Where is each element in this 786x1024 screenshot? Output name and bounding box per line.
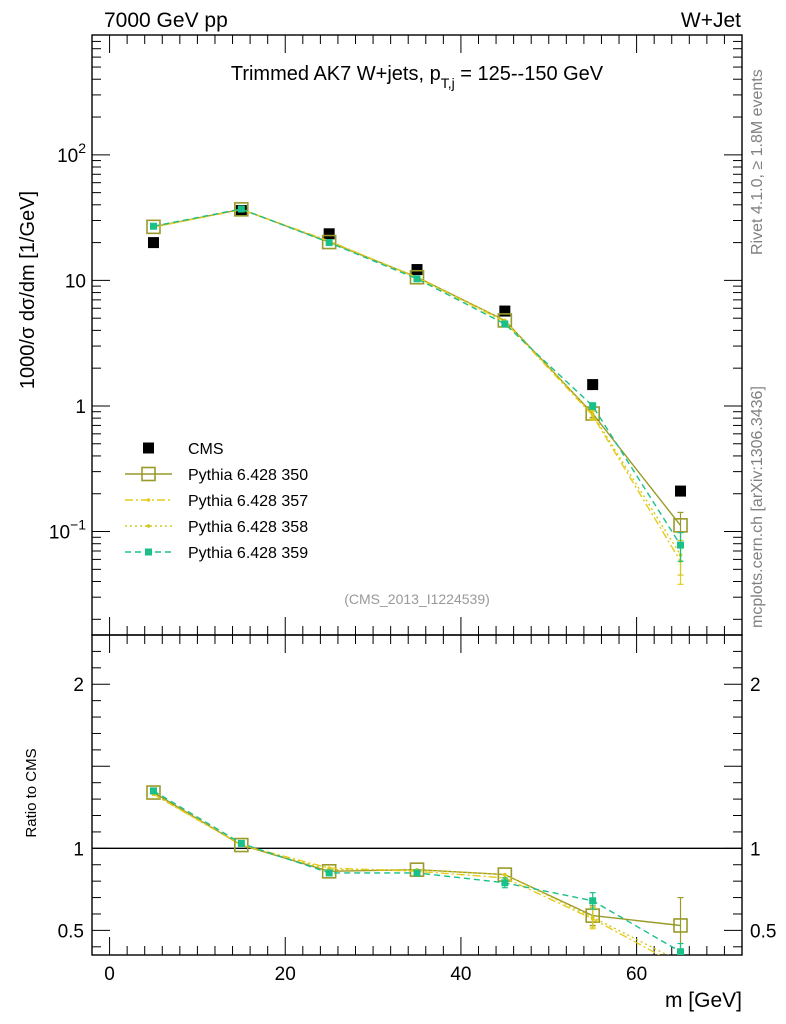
- main-series-4-point: [589, 402, 597, 410]
- main-y-tick-label-exp: −1: [70, 517, 86, 533]
- main-y-tick-label-base: 10: [49, 523, 70, 544]
- ratio-series-3-point: [237, 839, 245, 847]
- analysis-watermark: (CMS_2013_I1224539): [344, 591, 490, 607]
- main-y-axis-label: 1000/σ dσ/dm [1/GeV]: [17, 191, 39, 389]
- ratio-series-2-line: [153, 793, 669, 955]
- ratio-series-0-point: [146, 785, 161, 800]
- main-series-0-point: [587, 379, 599, 391]
- ratio-y-tick-label-right: 0.5: [750, 921, 776, 942]
- title-subscript: T,j: [441, 75, 455, 91]
- main-series-4-point: [413, 275, 421, 283]
- main-series-layer: [146, 202, 688, 585]
- legend-label-3: Pythia 6.428 358: [188, 519, 308, 536]
- x-tick-label: 60: [626, 964, 647, 985]
- header-right-label: W+Jet: [681, 9, 741, 32]
- main-y-tick-label: 1: [75, 397, 86, 418]
- legend-label-1: Pythia 6.428 350: [188, 467, 308, 484]
- ratio-series-2-point: [503, 872, 507, 877]
- ratio-series-3-point: [677, 948, 685, 955]
- rivet-version-label: Rivet 4.1.0, ≥ 1.8M events: [749, 69, 766, 255]
- legend: CMS Pythia 6.428 350 Pythia 6.428 357 Pythi…: [125, 441, 308, 562]
- chart-title: Trimmed AK7 W+jets, pT,j = 125--150 GeV: [231, 63, 604, 91]
- main-series-1-point: [321, 234, 337, 250]
- ratio-series-1-point: [679, 965, 683, 969]
- ratio-series-3-point: [589, 897, 597, 905]
- main-series-4-point: [325, 239, 333, 247]
- ratio-series-0-point: [234, 837, 249, 853]
- legend-marker-4-point: [145, 548, 152, 556]
- ratio-series-2: [151, 792, 684, 964]
- legend-item-3: Pythia 6.428 358: [125, 519, 308, 536]
- main-series-4-point: [677, 541, 685, 549]
- main-series-3-point: [590, 412, 595, 416]
- ratio-series-3-point: [413, 869, 421, 877]
- main-series-1: [146, 202, 688, 543]
- main-series-0-point: [147, 237, 159, 249]
- legend-marker-2-point: [146, 498, 151, 502]
- ratio-series-1-line: [153, 793, 661, 955]
- main-series-0-point: [499, 305, 511, 317]
- legend-label-4: Pythia 6.428 359: [188, 545, 308, 562]
- main-y-tick-label: 10: [65, 271, 86, 292]
- ratio-y-tick-label-left: 2: [73, 675, 84, 696]
- ratio-series-0-point: [673, 918, 688, 933]
- main-series-4-point: [149, 222, 157, 230]
- main-series-1-point: [234, 202, 249, 217]
- x-tick-label: 40: [450, 964, 471, 985]
- legend-label-0: CMS: [188, 441, 224, 458]
- ratio-y-axis-label: Ratio to CMS: [23, 748, 40, 837]
- x-tick-label: 0: [104, 964, 115, 985]
- main-y-tick-label: 102: [57, 140, 86, 167]
- legend-item-2: Pythia 6.428 357: [125, 493, 308, 510]
- legend-item-1: Pythia 6.428 350: [125, 466, 308, 484]
- main-series-0-point: [323, 228, 335, 240]
- ratio-series-3-point: [501, 879, 509, 887]
- header-left-label: 7000 GeV pp: [104, 9, 228, 32]
- main-series-0: [147, 205, 687, 497]
- legend-item-0: CMS: [143, 441, 224, 458]
- legend-marker-1-point: [141, 466, 156, 482]
- main-y-tick-label-exp: 2: [78, 140, 86, 156]
- ratio-series-3-point: [325, 869, 333, 877]
- ratio-y-tick-label-right: 2: [750, 675, 761, 696]
- ratio-series-3-point: [149, 787, 157, 795]
- ratio-plot-frame: [91, 634, 743, 956]
- legend-item-4: Pythia 6.428 359: [125, 545, 308, 562]
- ratio-y-tick-label-left: 0.5: [58, 921, 84, 942]
- ratio-series-3: [149, 787, 685, 955]
- ratio-series-1: [151, 792, 683, 969]
- x-tick-label: 20: [275, 964, 296, 985]
- main-series-0-point: [675, 485, 687, 497]
- ratio-series-2-point: [679, 960, 683, 964]
- main-y-tick-label-base: 10: [57, 146, 78, 167]
- legend-marker-0-point: [143, 442, 154, 454]
- title-prefix: Trimmed AK7 W+jets, p: [231, 63, 441, 85]
- legend-marker-3-point: [146, 524, 151, 528]
- main-y-tick-label: 10−1: [49, 517, 86, 544]
- ratio-series-2-point: [590, 915, 595, 920]
- ratio-series-layer: [146, 785, 688, 969]
- legend-label-2: Pythia 6.428 357: [188, 493, 308, 510]
- ratio-y-tick-label-left: 1: [73, 839, 84, 860]
- mcplots-label: mcplots.cern.ch [arXiv:1306.3436]: [749, 386, 766, 628]
- ratio-series-0-point: [321, 864, 337, 879]
- main-series-1-point: [409, 269, 425, 285]
- main-series-4: [149, 205, 685, 562]
- main-series-4-point: [501, 320, 509, 328]
- main-series-0-point: [411, 264, 423, 276]
- ratio-y-tick-label-right: 1: [750, 839, 761, 860]
- main-series-1-point: [146, 219, 161, 235]
- ratio-axis-ticks: 0.5 0.51 12 20 20 40 60: [58, 635, 776, 985]
- main-series-1-point: [673, 518, 688, 533]
- title-suffix: = 125--150 GeV: [455, 63, 604, 85]
- x-axis-label: m [GeV]: [665, 989, 742, 1012]
- main-series-4-point: [237, 205, 245, 213]
